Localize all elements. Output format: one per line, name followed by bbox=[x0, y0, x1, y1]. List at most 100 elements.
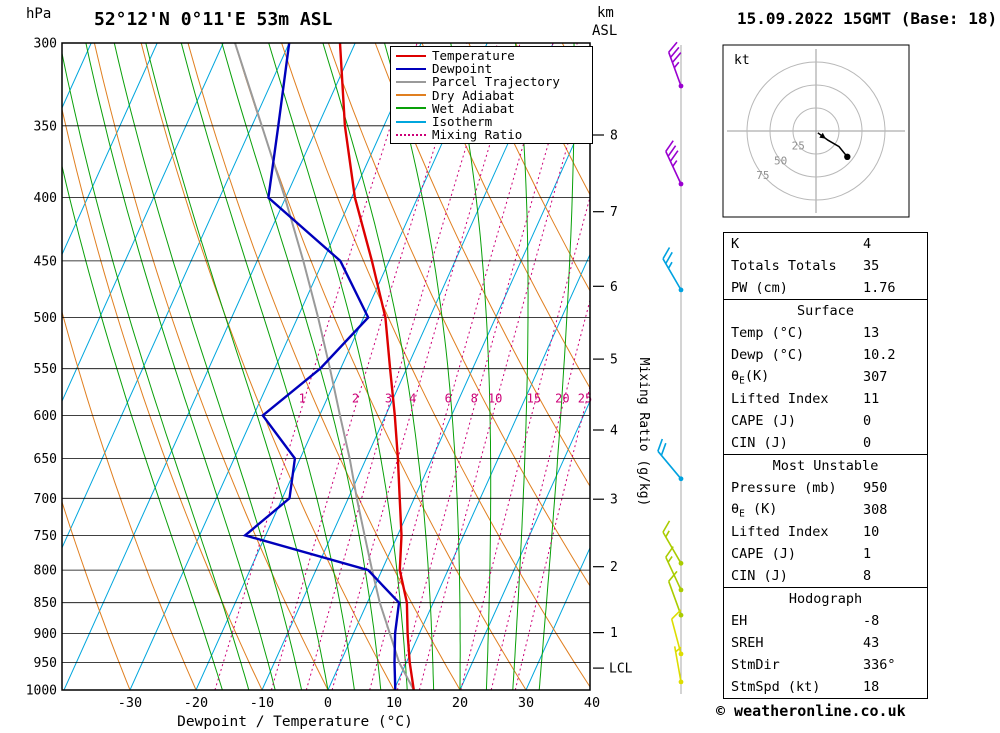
table-row-value: 950 bbox=[863, 480, 888, 496]
legend-label: Temperature bbox=[432, 48, 515, 64]
table-title: Most Unstable bbox=[772, 458, 879, 474]
legend-label: Parcel Trajectory bbox=[432, 74, 560, 90]
km-axis-unit: km bbox=[597, 5, 614, 21]
table-row-value: 18 bbox=[863, 679, 880, 695]
table-row-label: CAPE (J) bbox=[731, 546, 797, 562]
hodograph-ring-label: 75 bbox=[756, 169, 769, 182]
wind-barb bbox=[667, 570, 682, 616]
svg-text:1: 1 bbox=[299, 392, 306, 406]
table-row-label: SREH bbox=[731, 635, 764, 651]
table-row-value: 0 bbox=[863, 435, 872, 451]
svg-text:-20: -20 bbox=[184, 695, 208, 711]
svg-text:2: 2 bbox=[352, 392, 359, 406]
svg-text:20: 20 bbox=[555, 392, 569, 406]
table-row-label: PW (cm) bbox=[731, 280, 788, 296]
legend-label: Dry Adiabat bbox=[432, 87, 515, 103]
svg-text:6: 6 bbox=[610, 280, 618, 295]
legend-item: Parcel Trajectory bbox=[391, 75, 592, 88]
table-row: Totals Totals 35 bbox=[724, 255, 927, 277]
svg-text:8: 8 bbox=[610, 129, 618, 144]
svg-text:400: 400 bbox=[34, 191, 57, 206]
wind-barb-base-dot bbox=[678, 287, 684, 293]
table-row-label: Lifted Index bbox=[731, 391, 829, 407]
table-row-value: 336° bbox=[863, 657, 896, 673]
plot-border bbox=[61, 42, 591, 691]
svg-text:300: 300 bbox=[34, 37, 57, 52]
legend-line-swatch bbox=[396, 54, 426, 57]
table-row-label: θE(K) bbox=[731, 367, 770, 387]
table-title: Surface bbox=[797, 303, 854, 319]
table-row: Lifted Index 10 bbox=[724, 521, 927, 543]
temp-axis-labels: -30 -20 -10 0 10 20 30 40 bbox=[118, 695, 600, 711]
legend-line-swatch bbox=[396, 120, 426, 123]
svg-text:3: 3 bbox=[385, 392, 392, 406]
svg-text:6: 6 bbox=[445, 392, 452, 406]
svg-text:450: 450 bbox=[34, 254, 57, 269]
svg-text:800: 800 bbox=[34, 564, 57, 579]
table-row-label: StmDir bbox=[731, 657, 780, 673]
chart-legend: Temperature Dewpoint Parcel Trajectory Dry … bbox=[390, 46, 593, 145]
hodograph-ring bbox=[792, 107, 840, 155]
table-row-value: 10 bbox=[863, 524, 880, 540]
svg-text:40: 40 bbox=[584, 695, 600, 711]
svg-text:750: 750 bbox=[34, 529, 57, 544]
table-row-label: Temp (°C) bbox=[731, 325, 805, 341]
svg-text:700: 700 bbox=[34, 492, 57, 507]
svg-text:4: 4 bbox=[610, 424, 618, 439]
wind-barb bbox=[657, 438, 682, 480]
table-row: CIN (J) 0 bbox=[724, 432, 927, 454]
svg-text:900: 900 bbox=[34, 627, 57, 642]
legend-label: Wet Adiabat bbox=[432, 100, 515, 116]
svg-text:950: 950 bbox=[34, 656, 57, 671]
temperature-line bbox=[338, 43, 415, 690]
svg-text:30: 30 bbox=[518, 695, 534, 711]
wind-barb-base-dot bbox=[678, 181, 684, 187]
wind-barb bbox=[665, 546, 682, 591]
table-row: EH -8 bbox=[724, 610, 927, 632]
legend-item: Mixing Ratio bbox=[391, 128, 592, 141]
wind-barb-base-dot bbox=[678, 83, 684, 89]
svg-text:8: 8 bbox=[471, 392, 478, 406]
table-row: θE (K) 308 bbox=[724, 499, 927, 521]
svg-text:850: 850 bbox=[34, 596, 57, 611]
table-row-value: 4 bbox=[863, 236, 872, 252]
temp-axis-title: Dewpoint / Temperature (°C) bbox=[177, 714, 413, 730]
table-row-label: CIN (J) bbox=[731, 568, 788, 584]
hodograph-ring-label: 25 bbox=[792, 140, 805, 153]
hodograph-unit-label: kt bbox=[734, 53, 750, 68]
most-unstable-table: Most Unstable Pressure (mb) 950 θE (K) 308 Li… bbox=[723, 454, 928, 588]
table-row: θE(K) 307 bbox=[724, 366, 927, 388]
svg-text:-30: -30 bbox=[118, 695, 142, 711]
svg-text:0: 0 bbox=[324, 695, 332, 711]
table-row: CIN (J) 8 bbox=[724, 565, 927, 587]
svg-text:2: 2 bbox=[610, 560, 618, 575]
svg-text:20: 20 bbox=[452, 695, 468, 711]
table-row: Temp (°C) 13 bbox=[724, 322, 927, 344]
svg-text:500: 500 bbox=[34, 311, 57, 326]
legend-label: Dewpoint bbox=[432, 61, 493, 77]
hodograph-ring bbox=[769, 84, 863, 178]
svg-text:3: 3 bbox=[610, 493, 618, 508]
lcl-marker: LCL bbox=[593, 662, 633, 677]
svg-text:7: 7 bbox=[610, 205, 618, 220]
indices-table: K 4 Totals Totals 35 PW (cm) 1.76 bbox=[723, 232, 928, 300]
table-row-value: 8 bbox=[863, 568, 872, 584]
svg-text:10: 10 bbox=[386, 695, 402, 711]
table-row-label: Totals Totals bbox=[731, 258, 837, 274]
legend-line-swatch bbox=[396, 80, 426, 83]
table-row: Pressure (mb) 950 bbox=[724, 477, 927, 499]
mixing-ratio-labels: 1 2 3 4 6 8 10 15 20 25 bbox=[299, 392, 593, 406]
hodograph-ring bbox=[746, 61, 886, 201]
km-axis: 1 2 3 4 5 6 7 8 LCL bbox=[593, 129, 633, 677]
svg-text:25: 25 bbox=[578, 392, 592, 406]
svg-text:-10: -10 bbox=[250, 695, 274, 711]
table-row-value: 10.2 bbox=[863, 347, 896, 363]
legend-label: Mixing Ratio bbox=[432, 127, 523, 143]
pressure-axis-unit: hPa bbox=[26, 6, 52, 22]
table-row-label: CIN (J) bbox=[731, 435, 788, 451]
legend-line-swatch bbox=[396, 67, 426, 70]
table-row: Dewp (°C) 10.2 bbox=[724, 344, 927, 366]
svg-text:550: 550 bbox=[34, 362, 57, 377]
wind-barb-base-dot bbox=[678, 612, 684, 618]
